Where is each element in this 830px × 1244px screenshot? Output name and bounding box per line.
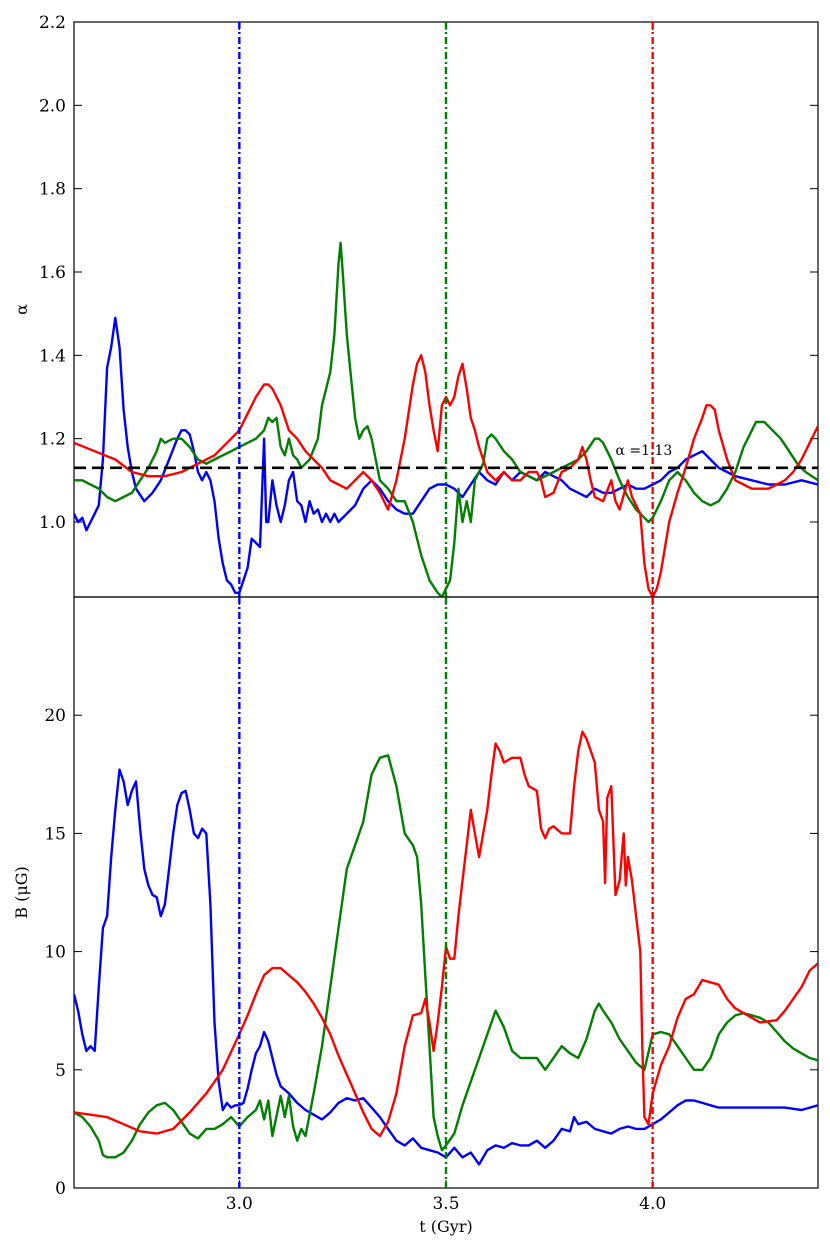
plot-area (74, 22, 818, 597)
y-tick-label: 15 (44, 824, 66, 844)
y-tick-label: 1.2 (39, 430, 66, 450)
y-tick-label: 1.8 (39, 180, 66, 200)
y-tick-label: 1.6 (39, 263, 66, 283)
series-line (74, 241, 818, 597)
y-tick-label: 1.4 (39, 346, 66, 366)
y-tick-label: 5 (55, 1061, 66, 1081)
series-line (74, 730, 818, 1138)
x-tick-label: 3.0 (226, 1194, 253, 1214)
y-tick-label: 10 (44, 943, 66, 963)
x-axis-title: t (Gyr) (419, 1217, 472, 1236)
y-tick-label: 20 (44, 706, 66, 726)
x-tick-label: 3.5 (432, 1194, 459, 1214)
y-tick-label: 2.0 (39, 96, 66, 116)
series-line (74, 768, 818, 1166)
y-tick-label: 1.0 (39, 513, 66, 533)
alpha-panel: 1.0 1.2 1.4 1.6 1.8 2.0 2.2 α α =1.13 (12, 13, 819, 598)
magnetic-field-panel: 0 5 10 15 20 3.0 3.5 4.0 B (μG) t (Gyr) (12, 596, 819, 1236)
y-tick-label: 0 (55, 1179, 66, 1199)
y-tick-label: 2.2 (39, 13, 66, 33)
plot-area (74, 597, 818, 1188)
series-line (74, 354, 818, 597)
y-axis-title: B (μG) (12, 866, 31, 919)
x-tick-label: 4.0 (639, 1194, 666, 1214)
y-axis-title: α (12, 304, 31, 315)
reference-label: α =1.13 (615, 443, 672, 459)
